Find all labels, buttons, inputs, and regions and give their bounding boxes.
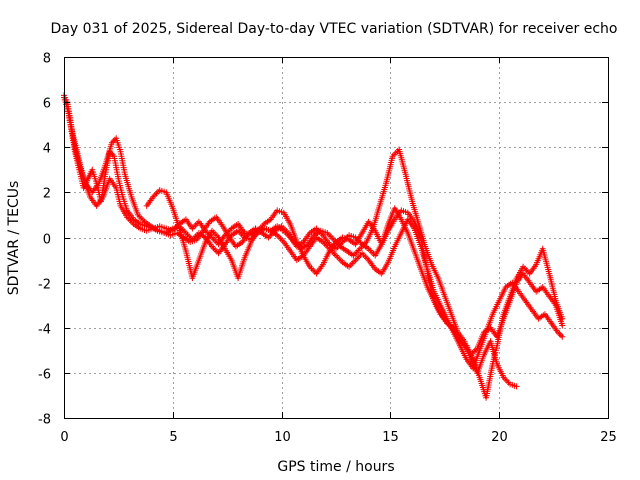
x-tick-label: 0 xyxy=(60,430,68,445)
y-tick-label: -6 xyxy=(38,368,51,383)
x-axis-label: GPS time / hours xyxy=(277,459,394,475)
axis-ticks: 0 5 10 15 20 25 -8 -6 -4 -2 0 2 4 6 8 xyxy=(38,52,617,446)
y-tick-label: 8 xyxy=(43,52,51,67)
data-point xyxy=(559,315,566,322)
y-tick-label: 2 xyxy=(43,187,51,202)
grid-lines xyxy=(64,57,608,418)
y-tick-label: 4 xyxy=(43,142,51,157)
series-line xyxy=(63,96,518,388)
series-trace-d xyxy=(143,187,566,401)
series-trace-c xyxy=(61,94,520,390)
data-point xyxy=(559,333,566,340)
data-point xyxy=(559,322,566,329)
y-tick-label: -8 xyxy=(38,413,51,428)
data-series xyxy=(61,92,566,401)
plot-frame xyxy=(64,57,609,419)
x-tick-label: 10 xyxy=(274,430,291,445)
x-tick-label: 20 xyxy=(491,430,508,445)
y-tick-label: 0 xyxy=(43,233,51,248)
x-tick-label: 15 xyxy=(382,430,399,445)
chart-title: Day 031 of 2025, Sidereal Day-to-day VTE… xyxy=(51,21,618,37)
y-axis-label: SDTVAR / TECUs xyxy=(6,181,22,296)
x-tick-label: 25 xyxy=(600,430,617,445)
y-tick-label: -4 xyxy=(38,323,51,338)
x-tick-label: 5 xyxy=(169,430,177,445)
y-tick-label: -2 xyxy=(38,278,51,293)
data-point xyxy=(513,383,520,390)
y-tick-label: 6 xyxy=(43,97,51,112)
